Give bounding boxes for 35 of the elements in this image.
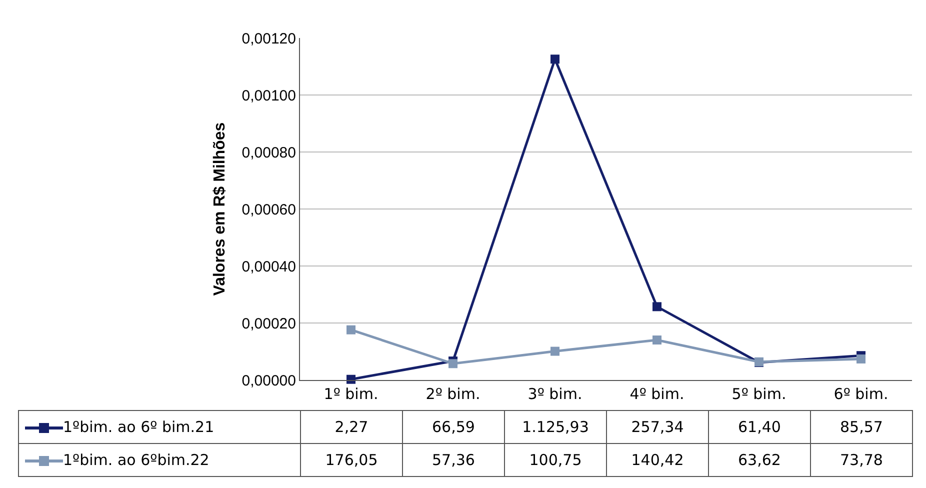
text: 63,62 xyxy=(708,444,810,476)
x-tick-label: 3º bim. xyxy=(528,385,582,403)
y-tick-label: 0,00060 xyxy=(242,201,296,218)
x-tick-label: 2º bim. xyxy=(426,385,480,403)
y-tick-label: 0,00000 xyxy=(242,372,296,390)
y-tick-label: 0,00080 xyxy=(242,144,296,162)
y-axis-title: Valores em R$ Milhões xyxy=(212,122,229,296)
text: 61,40 xyxy=(708,410,810,444)
x-tick-label: 4º bim. xyxy=(630,385,684,403)
legend-label: 1ºbim. ao 6º bim.21 xyxy=(63,418,214,436)
y-tick-label: 0,00040 xyxy=(242,258,296,276)
text: 140,42 xyxy=(606,444,708,476)
point xyxy=(652,335,662,344)
point xyxy=(856,354,866,364)
text: 100,75 xyxy=(504,444,606,476)
text: 85,57 xyxy=(810,410,912,444)
y-tick-label: 0,00100 xyxy=(242,87,296,104)
text: 66,59 xyxy=(402,410,504,444)
x-tick-label: 5º bim. xyxy=(732,385,786,403)
text: 1.125,93 xyxy=(504,410,606,444)
text: 257,34 xyxy=(606,410,708,444)
text: 2,27 xyxy=(300,410,402,444)
text: 57,36 xyxy=(402,444,504,476)
legend-label: 1ºbim. ao 6ºbim.22 xyxy=(63,451,210,469)
y-tick-label: 0,00020 xyxy=(242,315,296,332)
text: 73,78 xyxy=(810,444,912,476)
point xyxy=(550,346,560,356)
text: 176,05 xyxy=(300,444,402,476)
y-tick-label: 0,00120 xyxy=(242,30,296,48)
x-tick-label: 1º bim. xyxy=(324,385,378,403)
point xyxy=(652,302,662,312)
point xyxy=(346,325,356,334)
point xyxy=(448,359,458,368)
point xyxy=(550,54,560,64)
x-tick-label: 6º bim. xyxy=(834,385,888,403)
